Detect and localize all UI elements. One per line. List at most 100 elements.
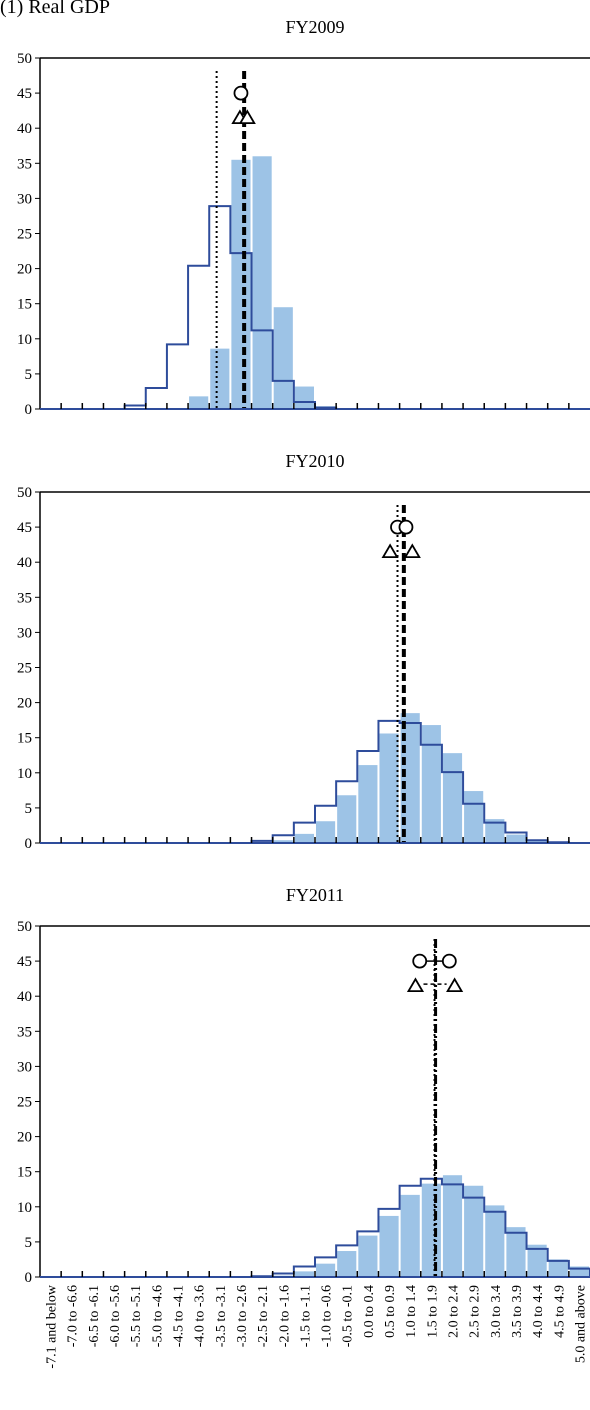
bar-0.5 to 0.9 (379, 1215, 399, 1277)
x-tick-label: 2.5 to 2.9 (468, 1285, 483, 1338)
bar-2.0 to 2.4 (442, 1175, 463, 1277)
x-tick-label: 0.5 to 0.9 (383, 1285, 398, 1338)
step-outline-series (40, 719, 590, 844)
y-tick-label: 50 (17, 51, 32, 67)
bar-4.0 to 4.4 (527, 840, 547, 843)
bar--1.0 to -0.6 (316, 1263, 336, 1277)
chart-title: FY2009 (285, 17, 344, 37)
bar-2.5 to 2.9 (464, 791, 484, 843)
bar-3.0 to 3.4 (485, 819, 505, 843)
triangle-marker (381, 543, 399, 559)
y-tick-label: 20 (17, 696, 32, 712)
x-tick-label: -7.0 to -6.6 (66, 1285, 81, 1347)
y-tick-label: 30 (17, 1059, 32, 1075)
x-tick-label: 4.5 to 4.9 (552, 1285, 567, 1338)
bar-2.0 to 2.4 (442, 753, 463, 843)
x-tick-label: -4.0 to -3.6 (193, 1285, 208, 1347)
bar--4.0 to -3.6 (189, 396, 209, 409)
x-tick-label: -5.5 to -5.1 (129, 1285, 144, 1347)
y-tick-label: 20 (17, 262, 32, 278)
y-tick-label: 0 (25, 402, 33, 418)
y-tick-label: 25 (17, 1095, 32, 1111)
x-tick-label: 3.0 to 3.4 (489, 1285, 504, 1338)
bar--2.5 to -2.1 (252, 156, 272, 409)
step-outline-series (40, 205, 590, 410)
x-tick-label: -1.5 to -1.1 (298, 1285, 313, 1347)
circle-marker (441, 953, 457, 969)
chart-title: FY2010 (285, 451, 344, 471)
y-tick-label: 40 (17, 555, 32, 571)
bar--1.5 to -1.1 (294, 1271, 314, 1277)
y-tick-label: 45 (17, 954, 32, 970)
bar--2.0 to -1.6 (273, 307, 293, 409)
bar-3.5 to 3.9 (506, 1227, 526, 1277)
x-tick-label: -2.0 to -1.6 (277, 1285, 292, 1347)
x-tick-label: -3.5 to -3.1 (214, 1285, 229, 1347)
bar-1.0 to 1.4 (400, 1194, 420, 1277)
bar-1.5 to 1.9 (421, 725, 441, 843)
chart-title: FY2011 (286, 885, 344, 905)
circle-marker (233, 85, 249, 101)
bar--2.0 to -1.6 (273, 840, 293, 843)
chart-panel-0: FY2009 0 5 10 15 20 25 30 35 40 45 50 (17, 17, 590, 418)
bar--0.5 to -0.1 (337, 1251, 357, 1277)
triangle-marker (238, 109, 256, 125)
x-tick-label: -4.5 to -4.1 (172, 1285, 187, 1347)
x-tick-label: -0.5 to -0.1 (341, 1285, 356, 1347)
y-tick-label: 5 (25, 367, 33, 383)
bar-1.5 to 1.9 (421, 1183, 441, 1277)
x-tick-label: 3.5 to 3.9 (510, 1285, 525, 1338)
bar-5.0 and above (569, 1266, 589, 1277)
y-tick-label: 5 (25, 1235, 33, 1251)
y-tick-label: 0 (25, 1270, 33, 1286)
x-tick-label: -3.0 to -2.6 (235, 1285, 250, 1347)
y-tick-label: 20 (17, 1130, 32, 1146)
x-tick-label: -5.0 to -4.6 (150, 1285, 165, 1347)
y-tick-label: 40 (17, 121, 32, 137)
y-tick-label: 30 (17, 191, 32, 207)
chart-panel-2: FY2011 0 5 10 15 20 25 30 35 40 45 50 -7.1 and below… (17, 885, 590, 1369)
bar-3.5 to 3.9 (506, 834, 526, 843)
chart-panel-1: FY2010 0 5 10 15 20 25 30 35 40 45 50 (17, 451, 590, 852)
y-tick-label: 45 (17, 520, 32, 536)
bar-0.0 to 0.4 (358, 1235, 378, 1277)
x-tick-label: -6.0 to -5.6 (108, 1285, 123, 1347)
bar-0.0 to 0.4 (358, 765, 378, 843)
figure-title: (1) Real GDP (0, 0, 110, 18)
y-tick-label: 50 (17, 485, 32, 501)
triangle-marker (403, 543, 421, 559)
bar--3.5 to -3.1 (210, 348, 230, 409)
x-tick-label: -2.5 to -2.1 (256, 1285, 271, 1347)
x-tick-label: 0.0 to 0.4 (362, 1285, 377, 1338)
x-tick-label: 1.0 to 1.4 (404, 1285, 419, 1338)
y-tick-label: 35 (17, 156, 32, 172)
bar-4.5 to 4.9 (548, 1259, 568, 1277)
circle-marker (412, 953, 428, 969)
y-tick-label: 10 (17, 1200, 32, 1216)
x-tick-label: 2.0 to 2.4 (447, 1285, 462, 1338)
y-tick-label: 35 (17, 1024, 32, 1040)
y-tick-label: 5 (25, 801, 33, 817)
bar-3.0 to 3.4 (485, 1205, 505, 1277)
bar--0.5 to -0.1 (337, 795, 357, 843)
bar--1.5 to -1.1 (294, 833, 314, 843)
y-tick-label: 10 (17, 332, 32, 348)
x-tick-label: -1.0 to -0.6 (320, 1285, 335, 1347)
y-tick-label: 30 (17, 625, 32, 641)
x-tick-label: 4.0 to 4.4 (531, 1285, 546, 1338)
y-tick-label: 35 (17, 590, 32, 606)
x-tick-label: -7.1 and below (45, 1284, 60, 1368)
x-tick-label: 5.0 and above (573, 1285, 588, 1363)
triangle-marker (406, 977, 425, 993)
y-tick-label: 50 (17, 919, 32, 935)
triangle-marker (446, 977, 464, 993)
y-tick-label: 0 (25, 836, 33, 852)
y-tick-label: 10 (17, 766, 32, 782)
x-tick-label: 1.5 to 1.9 (425, 1285, 440, 1338)
bar--3.0 to -2.6 (231, 159, 251, 409)
y-tick-label: 15 (17, 297, 32, 313)
y-tick-label: 25 (17, 661, 32, 677)
y-tick-label: 45 (17, 86, 32, 102)
bar-4.0 to 4.4 (527, 1244, 547, 1277)
